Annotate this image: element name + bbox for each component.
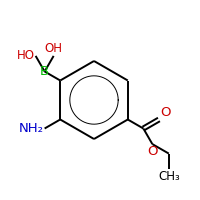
Text: OH: OH bbox=[45, 42, 63, 55]
Text: CH₃: CH₃ bbox=[158, 170, 180, 183]
Text: B: B bbox=[40, 65, 49, 78]
Text: O: O bbox=[160, 106, 170, 118]
Text: O: O bbox=[147, 145, 158, 158]
Text: HO: HO bbox=[17, 49, 35, 62]
Text: NH₂: NH₂ bbox=[19, 122, 44, 135]
